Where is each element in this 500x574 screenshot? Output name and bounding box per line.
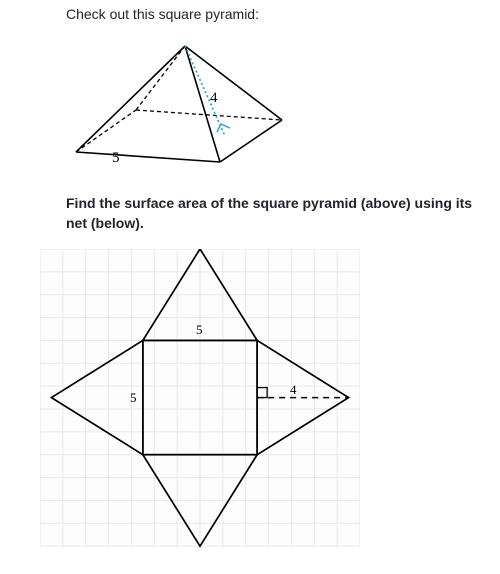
instruction-text: Find the surface area of the square pyra…	[66, 194, 480, 233]
net-height-label: 4	[290, 382, 297, 397]
net-diagram: 5 5 4	[40, 249, 480, 554]
net-top-side-label: 5	[196, 322, 203, 337]
base-length-label: 5	[112, 150, 120, 165]
pyramid-3d-diagram: 4 5	[72, 40, 480, 170]
slant-height-label: 4	[210, 90, 218, 106]
intro-text: Check out this square pyramid:	[66, 6, 480, 22]
net-left-side-label: 5	[130, 390, 137, 405]
